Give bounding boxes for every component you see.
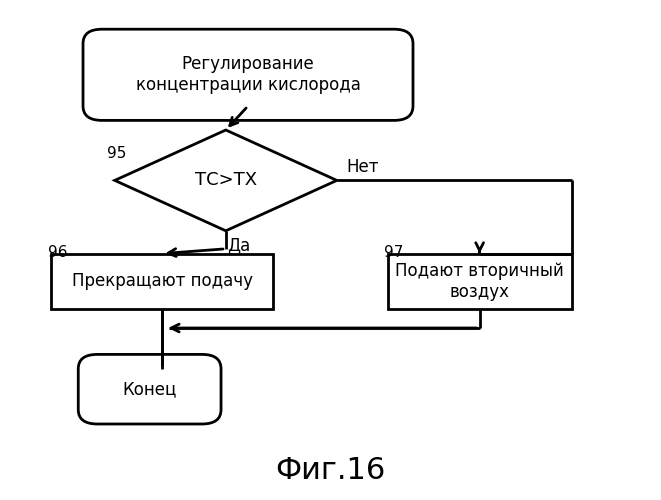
FancyBboxPatch shape [78, 354, 221, 424]
Text: Конец: Конец [122, 380, 177, 398]
Text: Нет: Нет [346, 158, 379, 176]
Text: 96: 96 [48, 245, 67, 260]
Text: 95: 95 [107, 146, 126, 160]
Text: Фиг.16: Фиг.16 [276, 456, 385, 486]
FancyBboxPatch shape [83, 29, 413, 120]
Bar [387, 254, 572, 309]
Bar [52, 254, 274, 309]
Text: Да: Да [227, 236, 251, 254]
Text: Подают вторичный
воздух: Подают вторичный воздух [395, 262, 564, 300]
Text: Регулирование
концентрации кислорода: Регулирование концентрации кислорода [136, 56, 360, 94]
Polygon shape [115, 130, 337, 231]
Text: ТС>ТХ: ТС>ТХ [195, 172, 257, 190]
Text: Прекращают подачу: Прекращают подачу [72, 272, 253, 290]
Text: 97: 97 [385, 245, 404, 260]
